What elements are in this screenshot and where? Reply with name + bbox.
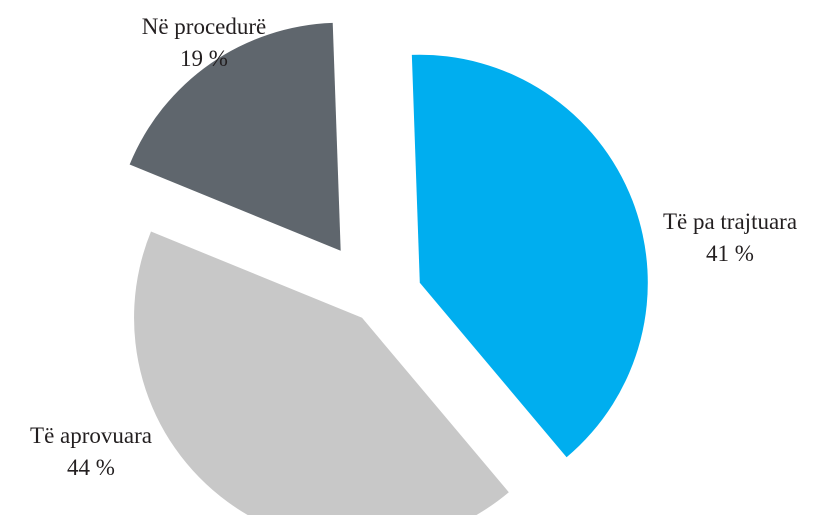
slice-value-ne-procedure: 19 % (180, 46, 228, 71)
slice-pa-trajtuara (411, 54, 648, 458)
slice-value-aprovuara: 44 % (67, 455, 115, 480)
slice-aprovuara (134, 231, 509, 520)
pie-slices (129, 22, 648, 520)
slice-label-pa-trajtuara: Të pa trajtuara (663, 209, 797, 234)
slice-label-ne-procedure: Në procedurë (142, 14, 267, 39)
slice-value-pa-trajtuara: 41 % (706, 241, 754, 266)
slice-label-aprovuara: Të aprovuara (30, 423, 152, 448)
slice-ne-procedure (129, 22, 341, 251)
